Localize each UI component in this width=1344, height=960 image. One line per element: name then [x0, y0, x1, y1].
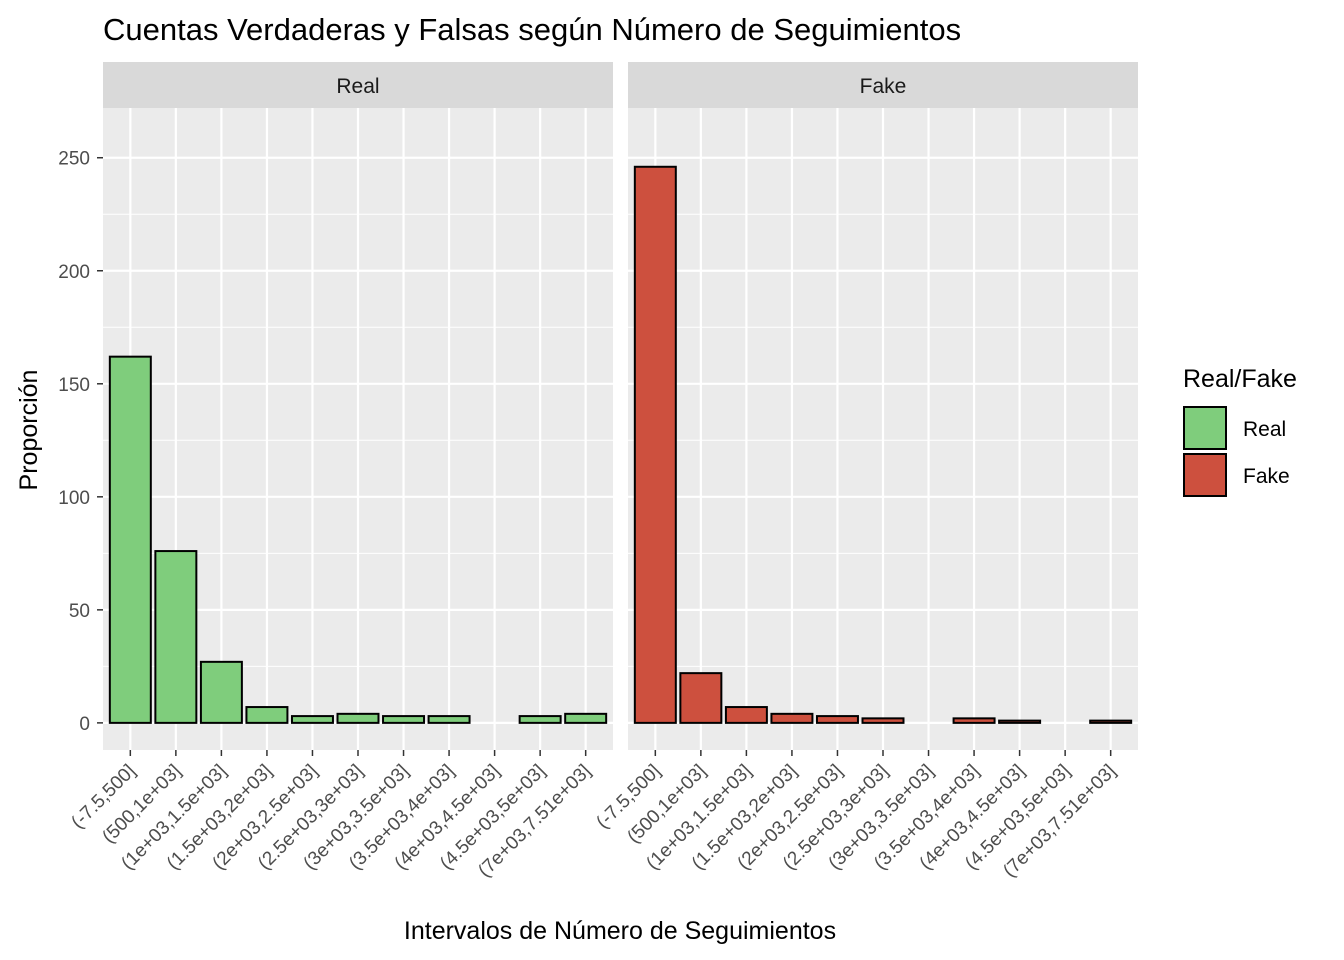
- y-axis-title: Proporción: [15, 370, 43, 491]
- y-tick-label: 250: [58, 149, 90, 170]
- bar-real-9: [518, 715, 562, 724]
- bar-fake-10: [1089, 719, 1133, 724]
- legend-label-real: Real: [1243, 418, 1286, 441]
- legend: Real/Fake Real Fake: [1183, 365, 1297, 497]
- facet-strip: [628, 62, 1138, 108]
- facet-strip: [103, 62, 613, 108]
- y-tick-label: 200: [58, 262, 90, 283]
- x-axis-title: Intervalos de Número de Seguimientos: [404, 917, 836, 945]
- bar-fake-2: [724, 706, 768, 724]
- bar-fake-3: [770, 712, 814, 724]
- y-tick-label: 150: [58, 375, 90, 396]
- legend-title: Real/Fake: [1183, 365, 1297, 393]
- y-tick-label: 0: [79, 714, 90, 735]
- legend-key-real: [1183, 406, 1227, 450]
- bar-real-10: [564, 712, 608, 724]
- bar-fake-0: [633, 165, 677, 724]
- facet-panels: Real(-7.5,500](500,1e+03](1e+03,1.5e+03]…: [58, 62, 1138, 882]
- bar-real-5: [336, 712, 380, 724]
- bar-fake-8: [998, 719, 1042, 724]
- facet-strip-label: Real: [336, 75, 379, 98]
- bar-real-2: [199, 660, 243, 724]
- facet-panel-real: Real(-7.5,500](500,1e+03](1e+03,1.5e+03]…: [68, 62, 613, 882]
- bar-fake-4: [815, 715, 859, 724]
- bar-real-7: [427, 715, 471, 724]
- facet-strip-label: Fake: [860, 75, 907, 98]
- y-axis: 0 50 100 150 200 250: [58, 149, 103, 735]
- bar-fake-7: [952, 717, 996, 724]
- bar-real-3: [245, 706, 289, 724]
- y-tick-label: 100: [58, 488, 90, 509]
- bar-fake-5: [861, 717, 905, 724]
- bar-fake-1: [679, 672, 723, 724]
- bar-real-4: [290, 715, 334, 724]
- facet-panel-fake: Fake(-7.5,500](500,1e+03](1e+03,1.5e+03]…: [593, 62, 1138, 882]
- legend-key-fake: [1183, 453, 1227, 497]
- bar-real-0: [108, 355, 152, 724]
- chart-title: Cuentas Verdaderas y Falsas según Número…: [103, 12, 961, 47]
- y-tick-label: 50: [69, 601, 90, 622]
- bar-real-6: [382, 715, 426, 724]
- legend-label-fake: Fake: [1243, 465, 1290, 488]
- bar-real-1: [154, 550, 198, 724]
